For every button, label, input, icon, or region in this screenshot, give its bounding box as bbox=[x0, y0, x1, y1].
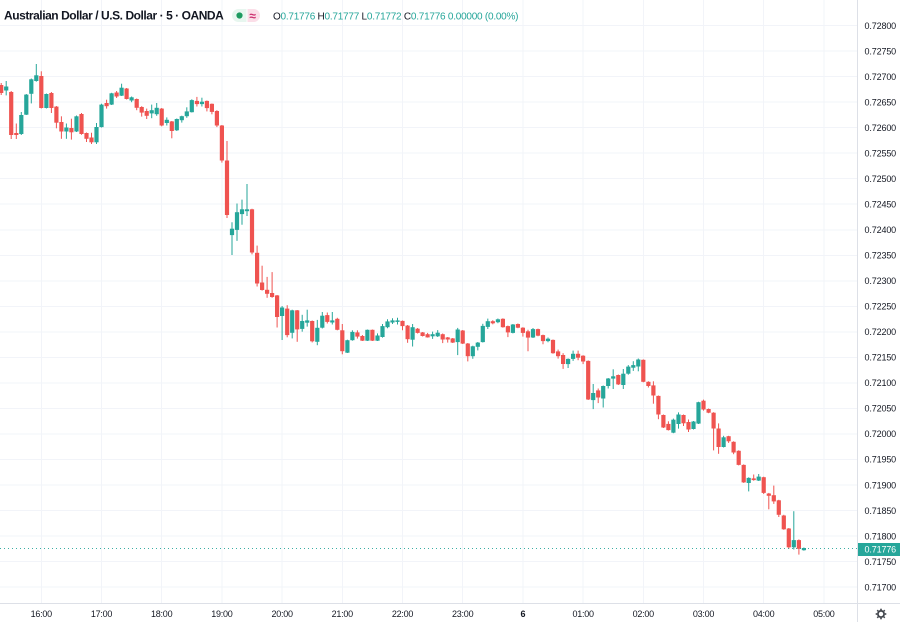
svg-text:0.71700: 0.71700 bbox=[865, 582, 897, 592]
svg-text:17:00: 17:00 bbox=[91, 609, 113, 619]
svg-text:0.72350: 0.72350 bbox=[865, 251, 897, 261]
svg-text:0.71776: 0.71776 bbox=[865, 545, 897, 555]
svg-text:20:00: 20:00 bbox=[271, 609, 293, 619]
svg-text:0.72200: 0.72200 bbox=[865, 327, 897, 337]
svg-text:05:00: 05:00 bbox=[813, 609, 835, 619]
svg-text:Australian Dollar / U.S. Dolla: Australian Dollar / U.S. Dollar · 5 · OA… bbox=[4, 9, 224, 23]
svg-text:19:00: 19:00 bbox=[211, 609, 233, 619]
svg-text:O0.71776 H0.71777 L0.71772 C0.: O0.71776 H0.71777 L0.71772 C0.71776 0.00… bbox=[273, 12, 518, 23]
svg-text:23:00: 23:00 bbox=[452, 609, 474, 619]
svg-text:0.71800: 0.71800 bbox=[865, 531, 897, 541]
svg-text:16:00: 16:00 bbox=[31, 609, 53, 619]
svg-text:0.71750: 0.71750 bbox=[865, 557, 897, 567]
svg-text:0.72650: 0.72650 bbox=[865, 98, 897, 108]
svg-text:03:00: 03:00 bbox=[693, 609, 715, 619]
svg-text:04:00: 04:00 bbox=[753, 609, 775, 619]
svg-text:0.72700: 0.72700 bbox=[865, 72, 897, 82]
svg-text:0.72750: 0.72750 bbox=[865, 46, 897, 56]
svg-text:0.72400: 0.72400 bbox=[865, 225, 897, 235]
svg-text:0.72800: 0.72800 bbox=[865, 21, 897, 31]
svg-text:01:00: 01:00 bbox=[572, 609, 594, 619]
svg-text:0.72100: 0.72100 bbox=[865, 378, 897, 388]
svg-text:0.72500: 0.72500 bbox=[865, 174, 897, 184]
svg-text:0.72450: 0.72450 bbox=[865, 200, 897, 210]
svg-text:0.72000: 0.72000 bbox=[865, 429, 897, 439]
svg-text:0.72300: 0.72300 bbox=[865, 276, 897, 286]
svg-text:21:00: 21:00 bbox=[332, 609, 354, 619]
svg-text:0.72150: 0.72150 bbox=[865, 353, 897, 363]
svg-text:0.72050: 0.72050 bbox=[865, 404, 897, 414]
svg-text:6: 6 bbox=[521, 609, 526, 619]
svg-text:≈: ≈ bbox=[249, 9, 256, 23]
svg-text:0.71950: 0.71950 bbox=[865, 455, 897, 465]
svg-text:0.72550: 0.72550 bbox=[865, 149, 897, 159]
svg-text:22:00: 22:00 bbox=[392, 609, 414, 619]
svg-text:02:00: 02:00 bbox=[633, 609, 655, 619]
svg-text:18:00: 18:00 bbox=[151, 609, 173, 619]
svg-text:0.72600: 0.72600 bbox=[865, 123, 897, 133]
svg-text:0.71900: 0.71900 bbox=[865, 480, 897, 490]
svg-text:0.72250: 0.72250 bbox=[865, 302, 897, 312]
svg-text:0.71850: 0.71850 bbox=[865, 506, 897, 516]
